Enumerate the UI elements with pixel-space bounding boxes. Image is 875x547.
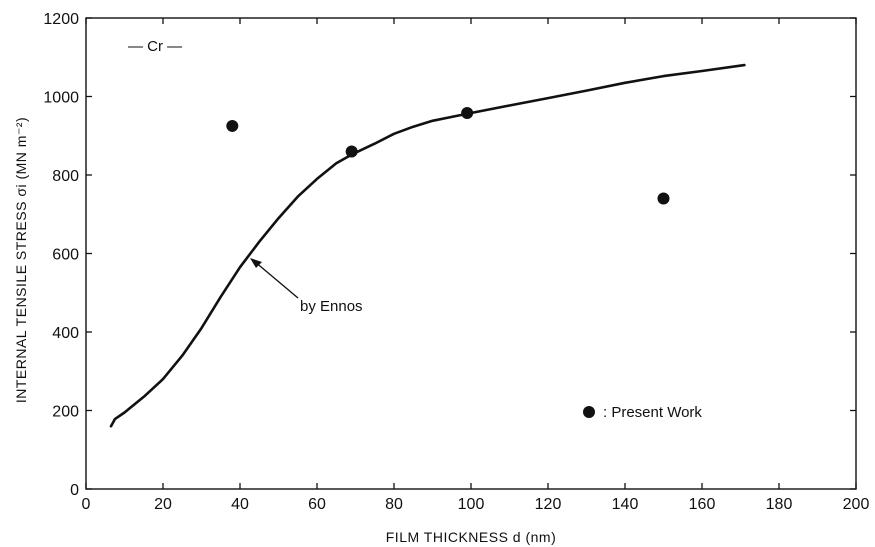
ennos-curve (109, 63, 746, 428)
legend-label: : Present Work (603, 404, 702, 421)
x-tick-label: 140 (612, 496, 639, 513)
series-layer (109, 63, 746, 428)
curve-label: by Ennos (300, 298, 363, 315)
material-label: — Cr — (128, 38, 182, 55)
y-axis-title: INTERNAL TENSILE STRESS σi (MN m⁻²) (13, 117, 29, 403)
x-tick-label: 180 (766, 496, 793, 513)
y-tick-label: 1200 (43, 11, 79, 28)
y-axis-ticks: 0 200 400 600 800 1000 1200 (43, 11, 856, 499)
x-tick-label: 100 (458, 496, 485, 513)
x-axis-ticks: 0 20 40 60 80 100 120 140 160 180 200 (82, 18, 870, 513)
x-tick-label: 40 (231, 496, 249, 513)
curve-label-arrowhead (250, 258, 262, 268)
present-work-point (226, 119, 239, 132)
x-tick-label: 120 (535, 496, 562, 513)
present-work-point (657, 192, 670, 205)
y-tick-label: 600 (52, 247, 79, 264)
present-work-point (345, 145, 358, 158)
y-tick-label: 0 (70, 482, 79, 499)
y-tick-label: 400 (52, 325, 79, 342)
y-tick-label: 200 (52, 404, 79, 421)
x-tick-label: 0 (82, 496, 91, 513)
x-tick-label: 60 (308, 496, 326, 513)
curve-label-arrow (253, 260, 299, 299)
x-axis-title: FILM THICKNESS d (nm) (386, 529, 557, 545)
plot-frame (85, 17, 857, 490)
present-work-point (461, 106, 474, 119)
x-tick-label: 80 (385, 496, 403, 513)
y-tick-label: 1000 (43, 90, 79, 107)
y-tick-label: 800 (52, 168, 79, 185)
x-tick-label: 160 (689, 496, 716, 513)
x-tick-label: 20 (154, 496, 172, 513)
x-tick-label: 200 (843, 496, 870, 513)
legend-marker (583, 406, 595, 418)
